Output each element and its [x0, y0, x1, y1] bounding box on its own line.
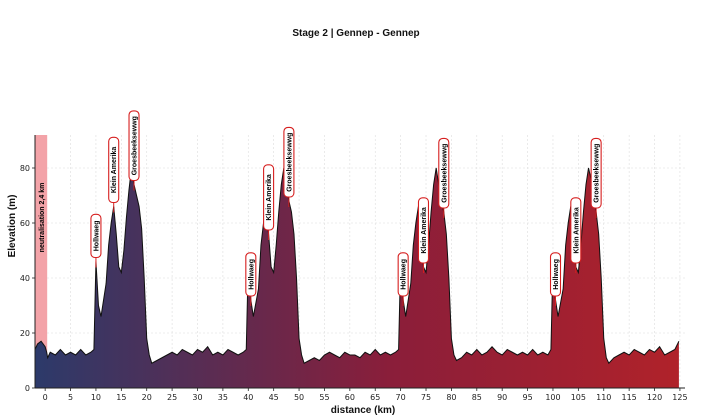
x-tick-label: 20 — [142, 393, 152, 402]
climb-marker-box — [590, 137, 602, 209]
x-tick-label: 45 — [269, 393, 279, 402]
climb-marker-box — [283, 126, 295, 198]
climb-name-label: Klein Amerika — [111, 147, 118, 194]
neutral-zone — [35, 135, 48, 388]
climb-marker: Klein Amerika — [570, 197, 582, 273]
climb-marker-box — [128, 110, 140, 182]
x-tick-label: 35 — [218, 393, 228, 402]
climb-marker: Hollwaeg — [245, 252, 257, 306]
x-tick-label: 125 — [672, 393, 687, 402]
x-tick-label: 55 — [319, 393, 329, 402]
x-tick-label: 40 — [243, 393, 253, 402]
climb-marker-box — [570, 197, 582, 264]
x-tick-label: 75 — [421, 393, 431, 402]
x-axis-label: distance (km) — [331, 405, 395, 416]
elevation-area — [35, 168, 679, 388]
x-tick-label: 10 — [91, 393, 101, 402]
chart-title: Stage 2 | Gennep - Gennep — [292, 28, 419, 39]
climb-marker-box — [417, 197, 430, 264]
climb-name-label: Hollwaeg — [553, 259, 560, 290]
climb-marker-box — [108, 136, 120, 204]
y-tick-label: 0 — [25, 384, 30, 393]
climb-marker: Hollwaeg — [90, 213, 102, 268]
climb-name-label: Groesbeeksewwg — [594, 144, 601, 203]
climb-marker-box — [245, 252, 257, 297]
neutral-zone-label-group: neutralisation 2,4 km — [39, 183, 46, 253]
x-tick-label: 80 — [446, 393, 456, 402]
axes — [34, 135, 685, 389]
climb-name-label: Hollwaeg — [248, 259, 255, 290]
x-tick-label: 120 — [647, 393, 662, 402]
y-tick-label: 40 — [20, 274, 30, 283]
climb-marker-box — [549, 252, 562, 297]
x-tick-label: 110 — [596, 393, 611, 402]
x-tick-label: 5 — [68, 393, 73, 402]
y-axis-label: Elevation (m) — [7, 195, 18, 258]
climb-marker: Groesbeeksewwg — [128, 110, 140, 191]
climb-marker: Klein Amerika — [417, 197, 430, 273]
climb-marker: Klein Amerika — [263, 164, 275, 240]
x-tick-label: 60 — [345, 393, 355, 402]
x-tick-label: 90 — [497, 393, 507, 402]
climb-name-label: Groesbeeksewwg — [132, 116, 139, 175]
climb-marker: Hollwaeg — [549, 252, 562, 306]
neutral-zone-label: neutralisation 2,4 km — [39, 183, 46, 253]
x-tick-label: 85 — [472, 393, 482, 402]
climb-marker: Hollwaeg — [397, 252, 409, 306]
climb-marker: Klein Amerika — [108, 136, 120, 213]
climb-name-label: Klein Amerika — [573, 207, 580, 254]
climb-name-label: Hollwaeg — [401, 259, 408, 290]
x-tick-label: 65 — [370, 393, 380, 402]
climb-markers: Hollwaeg Klein Amerika Groesbeeksewwg Hollw… — [90, 110, 602, 306]
x-tick-label: 115 — [622, 393, 637, 402]
x-tick-label: 25 — [167, 393, 177, 402]
x-tick-label: 30 — [192, 393, 202, 402]
climb-name-label: Groesbeeksewwg — [441, 144, 448, 203]
x-tick-label: 0 — [43, 393, 48, 402]
y-tick-label: 60 — [20, 219, 30, 228]
y-tick-label: 20 — [20, 329, 30, 338]
x-tick-label: 15 — [116, 393, 126, 402]
x-tick-label: 95 — [522, 393, 532, 402]
x-tick-label: 70 — [396, 393, 406, 402]
x-tick-label: 105 — [571, 393, 586, 402]
climb-name-label: Groesbeeksewwg — [286, 133, 293, 192]
climb-marker-box — [263, 164, 275, 231]
climb-name-label: Klein Amerika — [266, 174, 273, 221]
climb-marker-box — [90, 213, 102, 259]
y-tick-label: 80 — [20, 164, 30, 173]
climb-marker-box — [397, 252, 409, 297]
climb-name-label: Klein Amerika — [421, 207, 428, 254]
climb-marker: Groesbeeksewwg — [438, 137, 450, 218]
climb-marker-box — [438, 137, 450, 209]
climb-marker: Groesbeeksewwg — [590, 137, 602, 218]
x-tick-label: 100 — [545, 393, 560, 402]
tick-labels: 0 5 10 15 20 25 30 35 40 45 50 55 60 65 70 75 80 85 90 95 10… — [20, 164, 688, 402]
climb-name-label: Hollwaeg — [93, 221, 100, 252]
x-tick-label: 50 — [294, 393, 304, 402]
climb-marker: Groesbeeksewwg — [283, 126, 295, 207]
